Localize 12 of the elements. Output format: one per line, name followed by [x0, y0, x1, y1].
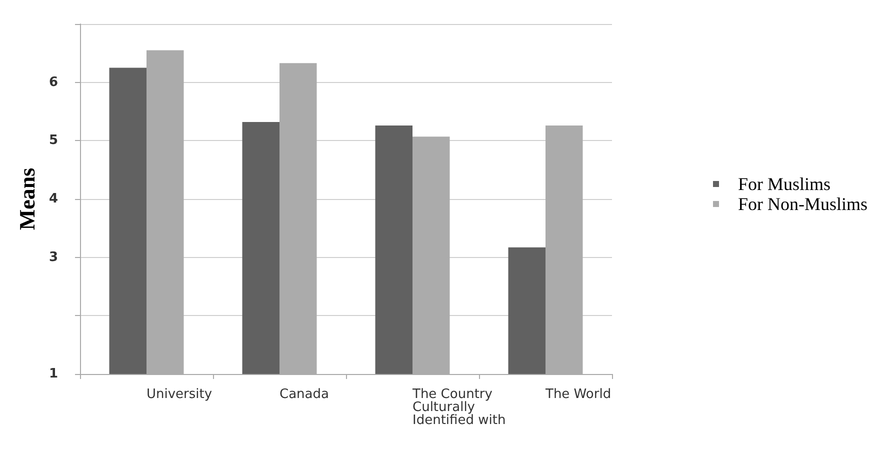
- y-tick-label: 5: [48, 133, 58, 148]
- y-tick-label: 4: [48, 192, 58, 206]
- y-tick-label: 1: [48, 366, 58, 382]
- x-tick-label: Canada: [280, 387, 329, 402]
- y-axis-title: Means: [14, 167, 40, 230]
- x-tick-label: The Country Culturally Identified with: [412, 387, 506, 428]
- y-tick-label: 6: [48, 74, 58, 90]
- x-tick-label: University: [146, 387, 212, 402]
- y-tick-label: 3: [48, 250, 58, 265]
- legend-label: For Non-Muslims: [738, 194, 868, 214]
- x-tick-label: The World: [544, 387, 612, 402]
- legend-label: For Muslims: [738, 174, 831, 194]
